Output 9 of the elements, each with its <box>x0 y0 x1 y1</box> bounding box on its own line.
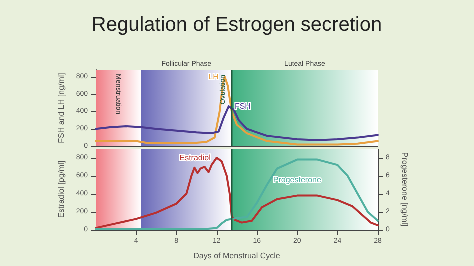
chart-title: Regulation of Estrogen secretion <box>92 14 382 36</box>
series-label: Progesterone <box>273 175 322 184</box>
y2-axis-title: Progesterone [ng/ml] <box>400 152 410 227</box>
series-label: LH <box>208 72 220 82</box>
x-axis-title: Days of Menstrual Cycle <box>194 252 281 260</box>
series-label: FSH <box>234 102 252 112</box>
series-label: Estradiol <box>180 154 212 162</box>
y-axis-title: FSH and LH [ng/ml] <box>56 73 66 144</box>
y-axis-title: Estradiol [pg/ml] <box>56 160 66 218</box>
